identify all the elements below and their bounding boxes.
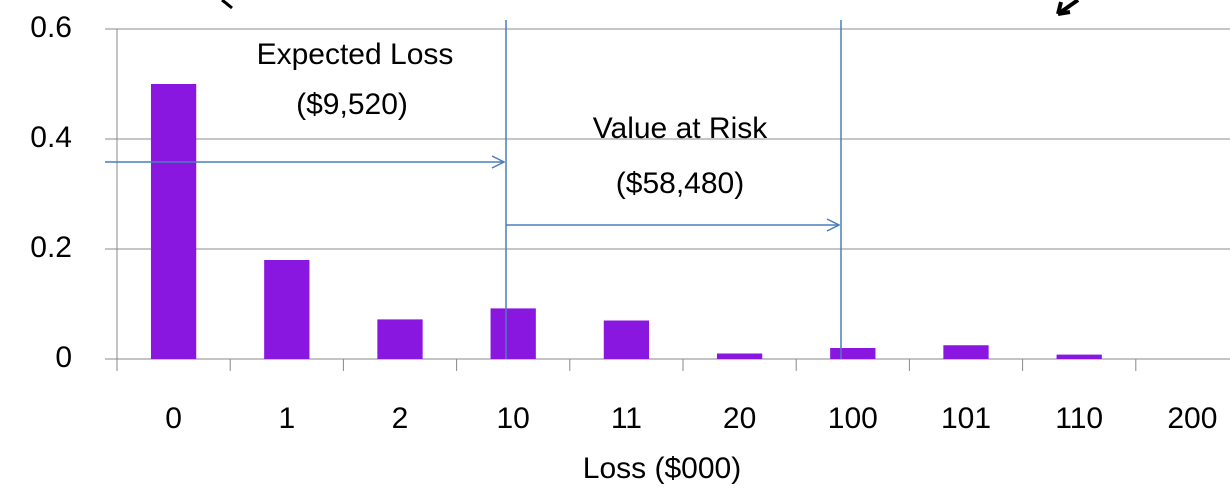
decoration-curve	[221, 0, 233, 10]
x-tick-label: 100	[828, 402, 878, 435]
x-tick-label: 20	[723, 402, 756, 435]
x-tick-label: 1	[278, 402, 295, 435]
x-tick-label: 11	[611, 402, 642, 435]
x-tick-label: 110	[1055, 402, 1103, 435]
x-tick-label: 2	[392, 402, 409, 435]
bar	[716, 353, 763, 359]
bar	[377, 319, 423, 359]
bar	[1056, 354, 1102, 359]
bar	[943, 345, 989, 359]
y-tick-label: 0.6	[30, 11, 72, 44]
annotation: Expected Loss	[257, 38, 454, 71]
annotation: ($9,520)	[296, 88, 408, 121]
bar	[490, 308, 536, 359]
x-tick-label: 10	[497, 402, 530, 435]
annotation: Value at Risk	[593, 112, 769, 145]
x-tick-label: 101	[941, 402, 991, 435]
bar	[150, 84, 197, 359]
y-tick-label: 0	[55, 341, 72, 374]
plot-area: 0 0.2 0.4 0.6 0 1 2 10 11 20 100 101 110 200	[30, 11, 1230, 435]
x-tick-label: 0	[165, 402, 182, 435]
y-tick-label: 0.4	[30, 121, 72, 154]
bar	[264, 260, 310, 359]
decoration-arrow	[1056, 0, 1080, 16]
annotation: ($58,480)	[616, 167, 744, 200]
x-tick-label: 200	[1167, 402, 1217, 435]
bar	[603, 320, 650, 359]
bar	[830, 348, 876, 359]
y-tick-label: 0.2	[30, 231, 72, 264]
x-axis-title: Loss ($000)	[583, 452, 741, 485]
